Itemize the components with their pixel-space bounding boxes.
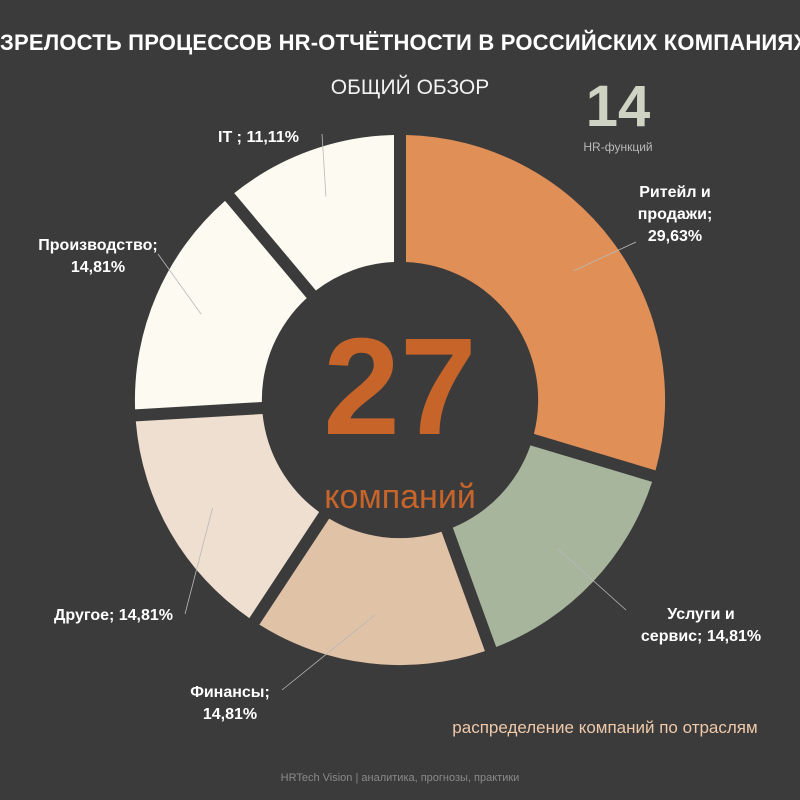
leader-line-1 — [557, 548, 627, 611]
leader-line-0 — [573, 241, 637, 272]
leader-line-5 — [321, 133, 327, 197]
chart-subtitle: ОБЩИЙ ОБЗОР — [330, 76, 490, 99]
slice-label-retail: Ритейл и продажи; 29,63% — [637, 184, 713, 245]
companies-label: компаний — [324, 478, 476, 516]
chart-caption: распределение компаний по отраслям — [452, 718, 758, 737]
slice-label-it: IT ; 11,11% — [218, 129, 299, 146]
hr-functions-count: 14 — [585, 74, 651, 139]
leader-line-3 — [184, 508, 213, 615]
chart-title: ЗРЕЛОСТЬ ПРОЦЕССОВ HR-ОТЧЁТНОСТИ В РОССИ… — [0, 30, 800, 55]
donut-slice-2 — [259, 518, 485, 666]
donut-slice-3 — [135, 414, 320, 619]
leader-line-4 — [157, 253, 202, 315]
slice-label-finance: Финансы; 14,81% — [190, 684, 270, 723]
slice-label-production: Производство; 14,81% — [38, 237, 158, 276]
companies-count: 27 — [323, 310, 477, 464]
hr-functions-label: HR-функций — [583, 140, 653, 154]
footer-credit: HRTech Vision | аналитика, прогнозы, пра… — [280, 772, 520, 784]
leader-line-2 — [281, 614, 376, 691]
donut-slice-0 — [406, 135, 666, 471]
donut-slice-1 — [452, 445, 653, 647]
slice-label-services: Услуги и сервис; 14,81% — [640, 606, 762, 645]
slice-label-other: Другое; 14,81% — [54, 607, 174, 624]
donut-slice-4 — [134, 200, 307, 410]
donut-slice-5 — [234, 135, 394, 291]
